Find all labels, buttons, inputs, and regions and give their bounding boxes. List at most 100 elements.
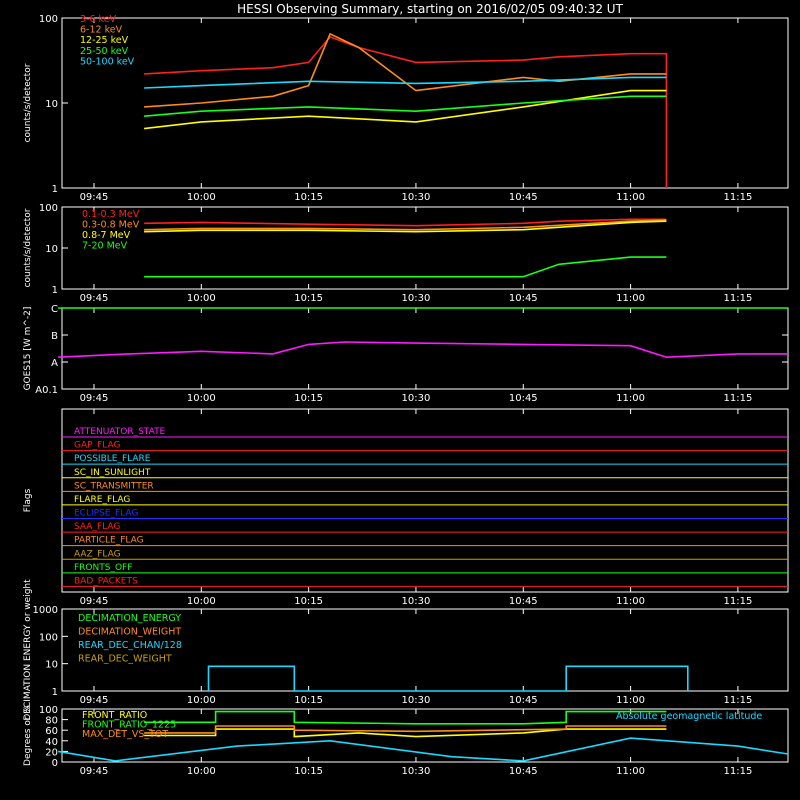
goes-x-tick-label: 09:45 bbox=[80, 393, 109, 404]
ratios-y-label: Degrees or % bbox=[23, 705, 33, 766]
counts_energy-series-2-line bbox=[144, 89, 667, 130]
counts_energy-legend-entry: 50-100 keV bbox=[80, 56, 135, 67]
ratios-series-2-line bbox=[144, 725, 667, 734]
decimation-y-tick-label: 10 bbox=[45, 660, 58, 671]
flags-x-tick-label: 10:00 bbox=[187, 596, 216, 607]
goes-y-tick-label: A0.1 bbox=[35, 385, 58, 396]
goes-x-tick-label: 10:00 bbox=[187, 393, 216, 404]
ratios-y-tick-label: 100 bbox=[39, 705, 58, 716]
flags-frame bbox=[61, 408, 789, 593]
panels: 09:45 10:00 10:15 10:30 10:45 11:00 11:15 count… bbox=[23, 14, 789, 777]
decimation-x-tick-label: 11:00 bbox=[616, 695, 645, 706]
counts_energy-series-3-line bbox=[144, 95, 667, 117]
ratios-legend-entry: FRONT_RATIO bbox=[82, 710, 147, 721]
ratios-series-3-line bbox=[58, 737, 789, 762]
goes-x-tick-label: 11:15 bbox=[724, 393, 753, 404]
counts_mev-series-2-line bbox=[144, 220, 667, 233]
counts_energy-y-tick-label: 10 bbox=[45, 99, 58, 110]
flag-label: FLARE_FLAG bbox=[74, 495, 130, 505]
counts_mev-legend-entry: 7-20 MeV bbox=[82, 241, 128, 252]
counts_energy-frame bbox=[61, 17, 789, 189]
goes-y-tick-label: A bbox=[51, 358, 58, 369]
counts_energy-legend-entry: 12-25 keV bbox=[80, 35, 129, 46]
ratios-y-tick-label: 80 bbox=[45, 716, 58, 727]
ratios-annotation: Absolute geomagnetic latitude bbox=[616, 711, 762, 722]
decimation-y-tick-label: 100 bbox=[39, 632, 58, 643]
flags-x-ticks: 09:45 10:00 10:15 10:30 10:45 11:00 11:15 bbox=[80, 409, 753, 607]
counts_mev-x-tick-label: 11:00 bbox=[616, 293, 645, 304]
goes-x-tick-label: 10:30 bbox=[402, 393, 431, 404]
ratios-x-tick-label: 10:00 bbox=[187, 766, 216, 777]
counts_mev-y-tick-label: 100 bbox=[39, 203, 58, 214]
ratios-x-tick-label: 11:00 bbox=[616, 766, 645, 777]
counts_mev-series-1-line bbox=[144, 219, 667, 231]
counts_energy-legend-entry: 6-12 keV bbox=[80, 25, 123, 36]
decimation-legend-entry: REAR_DEC_WEIGHT bbox=[78, 654, 172, 665]
flag-label: ECLIPSE_FLAG bbox=[74, 509, 138, 519]
counts_mev-x-tick-label: 10:15 bbox=[294, 293, 323, 304]
counts_mev-y-tick-label: 1 bbox=[52, 285, 58, 296]
flag-label: PARTICLE_FLAG bbox=[74, 536, 144, 546]
flags-x-tick-label: 10:30 bbox=[402, 596, 431, 607]
flag-label: POSSIBLE_FLARE bbox=[74, 454, 151, 464]
ratios-legend-entry: FRONT_RATIO_1225 bbox=[82, 720, 176, 731]
ratios-series-0-line bbox=[144, 728, 667, 738]
flag-label: SC_TRANSMITTER bbox=[74, 481, 154, 491]
decimation-series-2-line bbox=[207, 665, 689, 692]
counts_energy-y-label: counts/s/detector bbox=[23, 63, 33, 142]
ratios-y-tick-label: 60 bbox=[45, 726, 58, 737]
decimation-x-tick-label: 11:15 bbox=[724, 695, 753, 706]
flag-label: GAP_FLAG bbox=[74, 441, 120, 451]
ratios-x-tick-label: 09:45 bbox=[80, 766, 109, 777]
flags-x-tick-label: 09:45 bbox=[80, 596, 109, 607]
counts_mev-series-0-line bbox=[144, 218, 667, 227]
counts_energy-x-tick-label: 09:45 bbox=[80, 192, 109, 203]
counts_energy-y-tick-label: 1 bbox=[52, 184, 58, 195]
flags-x-tick-label: 10:15 bbox=[294, 596, 323, 607]
ratios-x-ticks: 09:45 10:00 10:15 10:30 10:45 11:00 11:15 bbox=[80, 709, 753, 777]
goes-x-tick-label: 10:15 bbox=[294, 393, 323, 404]
decimation-legend-entry: REAR_DEC_CHAN/128 bbox=[78, 640, 182, 651]
decimation-x-ticks: 09:45 10:00 10:15 10:30 10:45 11:00 11:15 bbox=[80, 609, 753, 706]
counts_energy-series bbox=[144, 32, 668, 188]
decimation-x-tick-label: 10:30 bbox=[402, 695, 431, 706]
counts_mev-x-tick-label: 11:15 bbox=[724, 293, 753, 304]
goes-x-ticks: 09:45 10:00 10:15 10:30 10:45 11:00 11:15 bbox=[80, 308, 753, 404]
decimation-legend: DECIMATION_ENERGY DECIMATION_WEIGHT REAR_D… bbox=[78, 613, 182, 665]
ratios-legend-entry: MAX_DET_VS_TOT bbox=[82, 729, 168, 740]
goes-y-label: GOES15 [W m^-2] bbox=[23, 307, 33, 391]
goes-y-tick-label: C bbox=[51, 304, 58, 315]
counts_energy-x-tick-label: 11:00 bbox=[616, 192, 645, 203]
flag-label: FRONTS_OFF bbox=[74, 563, 132, 573]
goes-series-1-line bbox=[58, 341, 788, 359]
flag-label: SC_IN_SUNLIGHT bbox=[74, 468, 151, 478]
counts_energy-x-tick-label: 11:15 bbox=[724, 192, 753, 203]
flags-rows: ATTENUATOR_STATE GAP_FLAG POSSIBLE_FLARE SC… bbox=[62, 427, 788, 587]
counts_energy-x-tick-label: 10:00 bbox=[187, 192, 216, 203]
goes-x-tick-label: 11:00 bbox=[616, 393, 645, 404]
flag-label: SAA_FLAG bbox=[74, 522, 120, 532]
ratios-y-tick-label: 0 bbox=[52, 758, 58, 769]
figure-title: HESSI Observing Summary, starting on 201… bbox=[237, 2, 623, 16]
counts_mev-x-tick-label: 10:00 bbox=[187, 293, 216, 304]
counts_energy-x-tick-label: 10:15 bbox=[294, 192, 323, 203]
counts_energy-x-tick-label: 10:30 bbox=[402, 192, 431, 203]
flags-x-tick-label: 11:15 bbox=[724, 596, 753, 607]
ratios-legend: FRONT_RATIOFRONT_RATIO_1225MAX_DET_VS_TO… bbox=[82, 710, 176, 740]
counts_mev-x-tick-label: 09:45 bbox=[80, 293, 109, 304]
decimation-y-tick-label: 1000 bbox=[33, 605, 58, 616]
decimation-y-label: DECIMATION ENERGY or weight bbox=[23, 579, 33, 721]
ratios-x-tick-label: 10:30 bbox=[402, 766, 431, 777]
counts_energy-series-4-line bbox=[144, 76, 667, 89]
ratios-series bbox=[58, 710, 789, 762]
counts_energy-legend-entry: 3-6 keV bbox=[80, 14, 117, 25]
counts_energy-y-tick-label: 100 bbox=[39, 14, 58, 25]
flag-label: ATTENUATOR_STATE bbox=[74, 427, 166, 437]
ratios-x-tick-label: 11:15 bbox=[724, 766, 753, 777]
decimation-legend-entry: DECIMATION_WEIGHT bbox=[78, 627, 181, 638]
ratios-x-tick-label: 10:45 bbox=[509, 766, 538, 777]
flags-x-tick-label: 10:45 bbox=[509, 596, 538, 607]
goes-x-tick-label: 10:45 bbox=[509, 393, 538, 404]
ratios-y-tick-label: 40 bbox=[45, 737, 58, 748]
